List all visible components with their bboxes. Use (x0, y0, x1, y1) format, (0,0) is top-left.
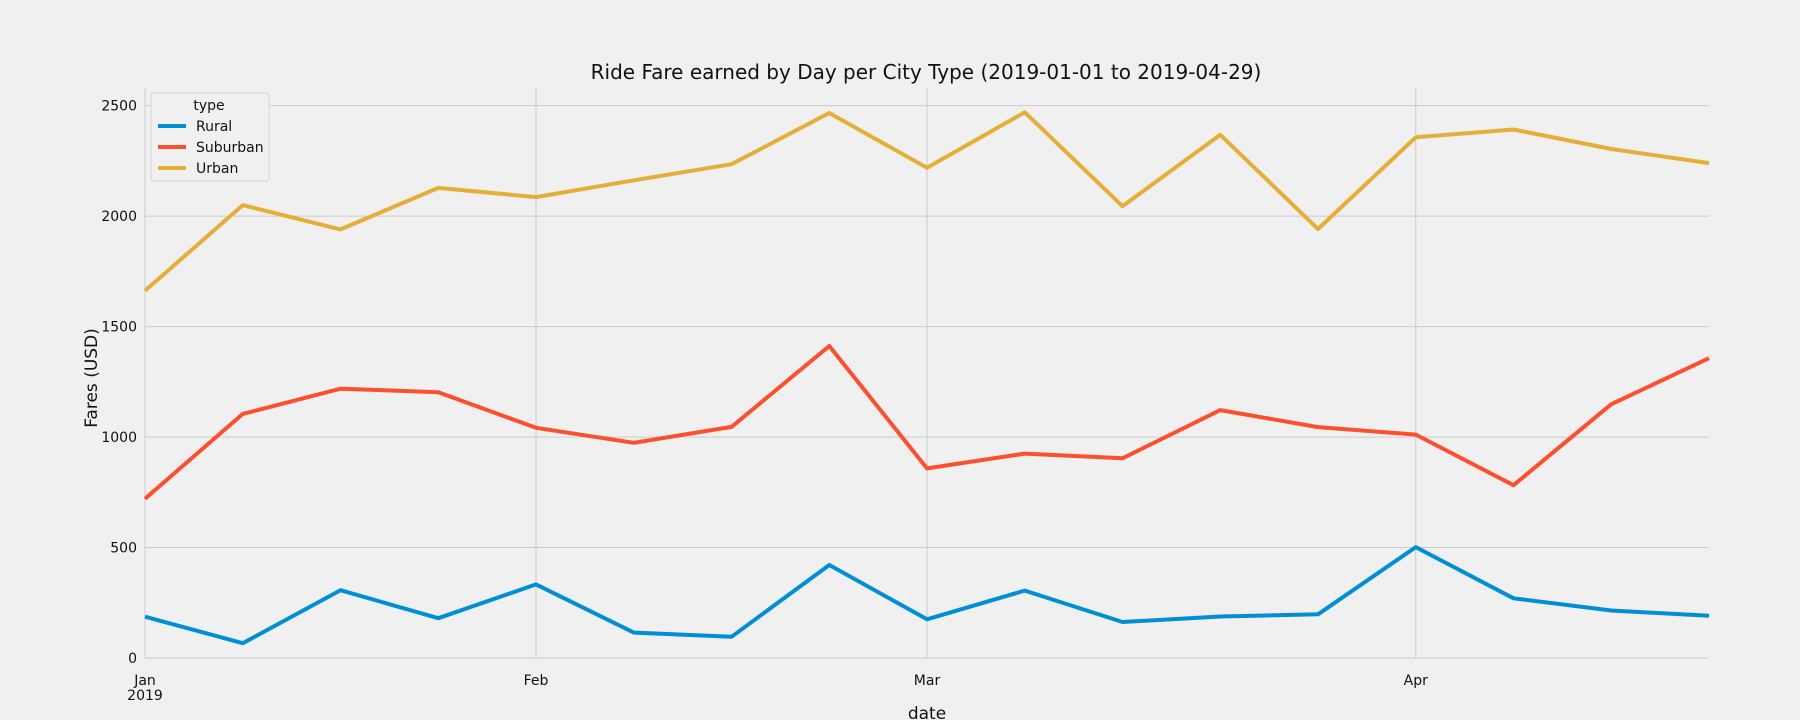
legend-label-rural: Rural (196, 119, 232, 135)
chart-title: Ride Fare earned by Day per City Type (2… (591, 60, 1262, 84)
y-tick-label: 500 (110, 541, 137, 557)
y-tick-label: 1000 (101, 430, 137, 446)
series-lines (143, 110, 1710, 646)
grid (144, 88, 1709, 659)
x-tick-sublabel: 2019 (127, 688, 163, 704)
x-tick-label: Mar (914, 673, 941, 689)
x-tick-label: Jan (133, 673, 156, 689)
x-tick-label: Feb (524, 673, 549, 689)
x-tick-label: Apr (1404, 673, 1428, 689)
y-tick-label: 2500 (101, 99, 137, 115)
y-tick-label: 1500 (101, 320, 137, 336)
legend-box (150, 92, 270, 182)
legend-title: type (193, 98, 224, 114)
legend-label-suburban: Suburban (196, 140, 264, 156)
legend-label-urban: Urban (196, 161, 238, 177)
series-line-suburban (143, 344, 1710, 501)
y-tick-label: 0 (128, 651, 137, 667)
y-axis-label: Fares (USD) (82, 328, 102, 428)
series-line-urban (143, 110, 1710, 293)
legend: type Rural Suburban Urban (150, 92, 270, 182)
y-tick-label: 2000 (101, 209, 137, 225)
x-axis-label: date (908, 704, 946, 720)
series-line-rural (144, 545, 1710, 646)
legend-items: Rural Suburban Urban (158, 119, 264, 177)
